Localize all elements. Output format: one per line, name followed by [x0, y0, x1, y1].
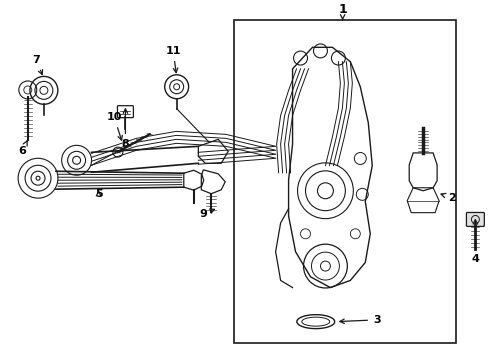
FancyBboxPatch shape — [466, 212, 484, 226]
Text: 10: 10 — [106, 112, 122, 140]
Text: 9: 9 — [199, 209, 215, 219]
Text: 11: 11 — [166, 46, 181, 73]
Text: 2: 2 — [441, 193, 456, 203]
Bar — [234, 21, 456, 343]
Text: 5: 5 — [95, 189, 102, 199]
Text: 1: 1 — [338, 3, 347, 16]
Text: 7: 7 — [32, 55, 43, 75]
Text: 8: 8 — [122, 109, 129, 149]
Text: 3: 3 — [340, 315, 381, 325]
Text: 6: 6 — [18, 141, 27, 156]
Text: 4: 4 — [471, 220, 479, 264]
